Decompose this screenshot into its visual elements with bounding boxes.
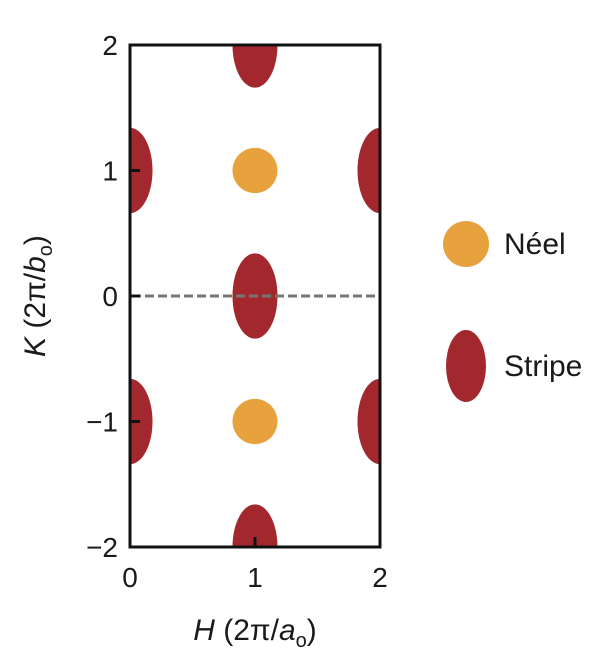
stripe-mark-0 [232, 45, 278, 88]
stripe-mark-5 [130, 378, 153, 465]
neel-mark-0 [232, 147, 278, 194]
y-tick-label-4: −2 [86, 532, 118, 563]
y-tick-label-1: 1 [102, 156, 118, 187]
x-tick-label-1: 1 [247, 562, 263, 593]
y-tick-label-2: 0 [102, 281, 118, 312]
y-tick-label-3: −1 [86, 407, 118, 438]
x-axis-label: H (2π/ao) [193, 614, 317, 652]
y-axis-label: K (2π/bo) [19, 235, 57, 357]
stripe-legend-swatch [446, 330, 486, 402]
stripe-mark-3 [130, 127, 153, 214]
y-tick-label-0: 2 [102, 30, 118, 61]
x-tick-label-0: 0 [122, 562, 138, 593]
neel-mark-1 [232, 398, 278, 445]
stripe-mark-4 [357, 127, 380, 214]
x-tick-label-2: 2 [372, 562, 388, 593]
axis-ticks: 0 1 2 2 1 0 −1 −2 [86, 30, 388, 593]
stripe-legend-label: Stripe [504, 350, 582, 383]
stripe-mark-2 [232, 504, 278, 547]
legend: Néel Stripe [443, 221, 582, 402]
stripe-mark-6 [357, 378, 380, 465]
neel-legend-label: Néel [504, 228, 566, 261]
neel-legend-swatch [443, 221, 489, 267]
